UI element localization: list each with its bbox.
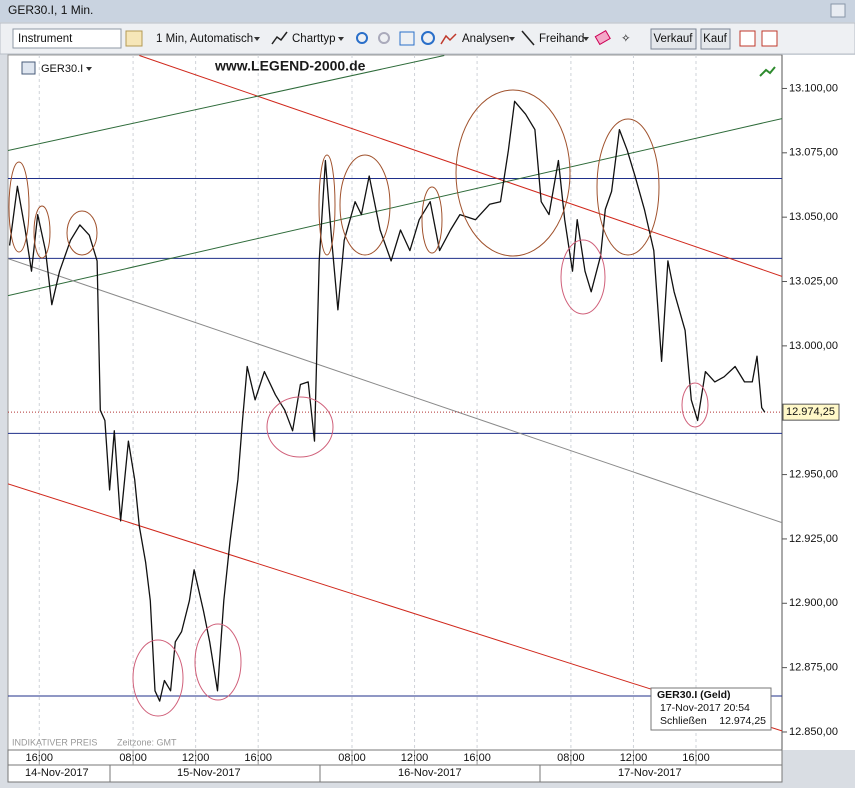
icon-button[interactable] — [761, 30, 778, 47]
price-line — [8, 100, 766, 702]
y-tick-label: 13.100,00 — [789, 82, 838, 94]
y-tick-label: 12.925,00 — [789, 533, 838, 545]
y-tick-label: 13.050,00 — [789, 211, 838, 223]
y-tick-label: 12.950,00 — [789, 468, 838, 480]
interval-dropdown[interactable]: 1 Min, Automatisch — [156, 33, 253, 45]
x-tick-label: 16:00 — [26, 752, 54, 764]
info-close-value: 12.974,25 — [719, 715, 766, 727]
watermark: www.LEGEND-2000.de — [214, 58, 366, 74]
window-button[interactable] — [830, 3, 846, 18]
annotation-ellipse — [132, 639, 184, 717]
date-label: 16-Nov-2017 — [398, 767, 462, 779]
zoom-out[interactable] — [378, 32, 390, 44]
y-tick-label: 12.850,00 — [789, 726, 838, 738]
annotation-ellipse — [194, 623, 242, 701]
window-title: GER30.I, 1 Min. — [8, 3, 93, 17]
y-tick-label: 12.900,00 — [789, 597, 838, 609]
icon-button[interactable] — [125, 30, 143, 47]
buy-label: Kauf — [703, 33, 727, 45]
x-tick-label: 08:00 — [119, 752, 147, 764]
y-tick-label: 13.075,00 — [789, 147, 838, 159]
annotation-ellipse — [66, 210, 98, 256]
info-box — [650, 687, 772, 731]
info-time: 17-Nov-2017 20:54 — [660, 702, 750, 714]
x-tick-label: 16:00 — [682, 752, 710, 764]
sell-button[interactable] — [650, 28, 697, 50]
buy-button[interactable] — [700, 28, 731, 50]
analyses-menu[interactable]: Analysen — [462, 33, 509, 45]
legend-entry: GER30.I — [41, 63, 83, 75]
plot-area — [7, 54, 783, 751]
chart-type-menu[interactable]: Charttyp — [292, 33, 335, 45]
footer-note: INDIKATIVER PREIS — [12, 737, 97, 747]
zoom-in[interactable] — [356, 32, 368, 44]
annotation-ellipse — [33, 205, 51, 259]
info-title: GER30.I (Geld) — [657, 689, 731, 701]
y-axis-area — [782, 55, 855, 750]
icon[interactable]: ✧ — [621, 33, 631, 45]
sell-label: Verkauf — [654, 33, 694, 45]
annotation-ellipse — [266, 396, 334, 458]
y-tick-label: 13.025,00 — [789, 275, 838, 287]
annotation-ellipse — [339, 154, 391, 256]
instrument-placeholder: Instrument — [18, 33, 73, 45]
icon-button[interactable] — [739, 30, 756, 47]
instrument-icon — [21, 61, 36, 75]
annotation-ellipse — [455, 89, 571, 257]
y-tick-label: 13.000,00 — [789, 340, 838, 352]
date-label: 14-Nov-2017 — [25, 767, 89, 779]
trend-line — [139, 55, 782, 277]
instrument-input[interactable] — [12, 28, 122, 49]
x-tick-label: 16:00 — [463, 752, 491, 764]
icon — [271, 31, 288, 45]
date-label: 17-Nov-2017 — [618, 767, 682, 779]
title-bar — [0, 0, 855, 22]
annotation-ellipse — [421, 186, 443, 254]
annotation-ellipse — [596, 118, 660, 256]
x-tick-label: 08:00 — [338, 752, 366, 764]
y-tick-label: 12.875,00 — [789, 662, 838, 674]
x-axis-area — [7, 749, 783, 783]
refresh[interactable] — [421, 31, 435, 45]
freehand-menu[interactable]: Freihand — [539, 33, 584, 45]
timezone: Zeitzone: GMT — [117, 737, 177, 747]
info-close-label: Schließen — [660, 715, 707, 727]
icon-button[interactable] — [399, 31, 415, 46]
x-tick-label: 12:00 — [620, 752, 648, 764]
annotation-ellipse — [560, 239, 606, 315]
last-price-box — [782, 403, 840, 421]
x-tick-label: 12:00 — [401, 752, 429, 764]
annotation-ellipse — [8, 161, 30, 253]
x-tick-label: 16:00 — [244, 752, 272, 764]
last-price-label: 12.974,25 — [786, 406, 835, 418]
x-tick-label: 12:00 — [182, 752, 210, 764]
date-label: 15-Nov-2017 — [177, 767, 241, 779]
trend-line — [8, 258, 782, 524]
annotation-ellipse — [318, 154, 336, 256]
trend-line — [8, 55, 445, 151]
x-tick-label: 08:00 — [557, 752, 585, 764]
annotation-ellipse — [681, 382, 709, 428]
